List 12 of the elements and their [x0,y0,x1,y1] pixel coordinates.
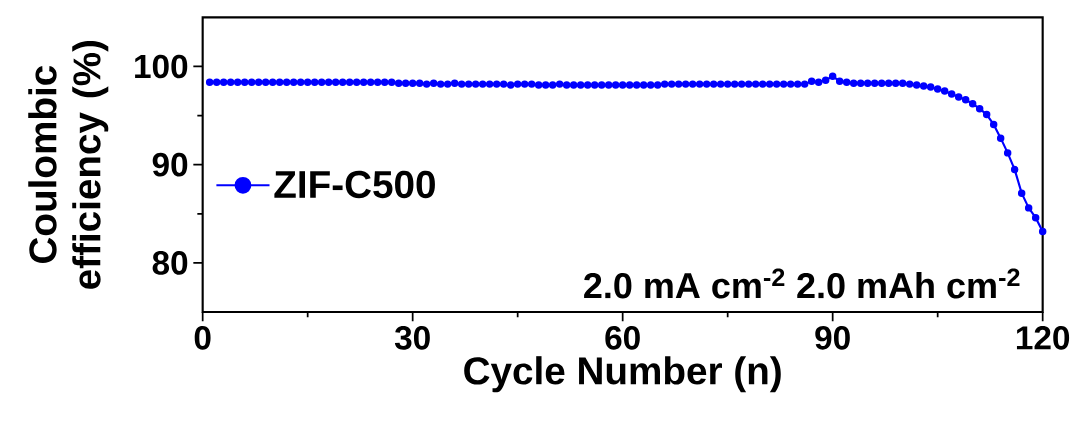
x-tick-label: 120 [1016,326,1070,350]
annotation: 2.0 mA cm$^{-2}$ 2.0 mAh cm$^{-2}$ [584,268,1020,299]
y-axis-title: Coulombic efficiency (%) [28,40,109,289]
x-axis-title: Cycle Number (n) [464,356,781,393]
x-tick-label: 90 [815,326,850,350]
x-tick-label: 30 [394,326,430,350]
y-tick-label: 80 [152,251,188,275]
y-tick-label: 90 [152,152,188,177]
y-tick-label: 100 [135,54,188,79]
legend-label: ZIF-C500 [274,170,435,199]
x-tick-label: 60 [605,326,640,350]
x-tick-label: 0 [194,326,211,350]
